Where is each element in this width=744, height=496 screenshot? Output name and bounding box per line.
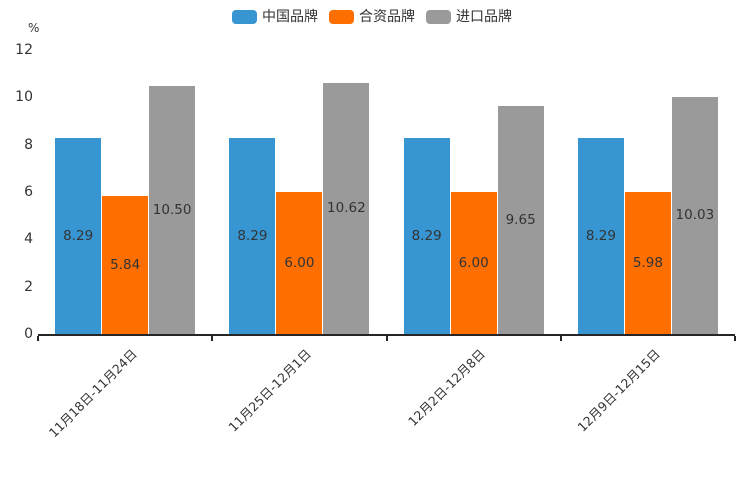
bar-value-label: 6.00 <box>458 255 489 271</box>
legend-item-series-1[interactable]: 合资品牌 <box>329 9 415 25</box>
bar-series-0-group-0 <box>55 137 102 334</box>
y-axis-tick-label: 6 <box>24 184 33 200</box>
bar-series-1-group-0 <box>102 195 149 334</box>
bar-series-0-group-2 <box>403 137 450 334</box>
legend-item-series-0[interactable]: 中国品牌 <box>232 9 318 25</box>
bar-series-0-group-1 <box>229 137 276 334</box>
x-axis-tick <box>385 336 388 341</box>
bar-series-1-group-1 <box>276 192 323 334</box>
x-axis-tick <box>211 336 214 341</box>
x-axis-category-label: 12月2日-12月8日 <box>405 346 489 430</box>
bar-series-1-group-3 <box>624 192 671 334</box>
y-axis-unit-label: % <box>28 21 40 35</box>
bar-value-label: 8.29 <box>63 227 94 244</box>
y-axis-tick-label: 0 <box>24 326 33 342</box>
bar-value-label: 6.00 <box>284 255 315 271</box>
bar-series-0-group-3 <box>577 137 624 334</box>
legend-swatch-icon <box>329 10 354 24</box>
legend-item-series-2[interactable]: 进口品牌 <box>426 9 512 25</box>
bar-value-label: 10.50 <box>152 201 192 218</box>
x-axis-category-label: 11月18日-11月24日 <box>45 346 140 441</box>
x-axis-category-label: 12月9日-12月15日 <box>574 346 663 435</box>
legend-label: 进口品牌 <box>456 9 512 25</box>
bar-value-label: 10.62 <box>327 200 366 217</box>
bar-value-label: 8.29 <box>237 227 268 244</box>
x-axis-line <box>38 334 735 336</box>
x-axis-tick <box>734 336 736 341</box>
legend: 中国品牌 合资品牌 进口品牌 <box>0 9 744 25</box>
bar-series-1-group-2 <box>450 192 497 334</box>
bar-series-2-group-0 <box>149 85 196 334</box>
y-axis-tick-label: 4 <box>24 231 33 248</box>
bar-value-label: 5.84 <box>110 256 141 273</box>
bar-value-label: 10.03 <box>675 207 715 224</box>
legend-label: 合资品牌 <box>359 9 415 25</box>
bar-value-label: 8.29 <box>411 227 442 244</box>
legend-swatch-icon <box>426 10 451 24</box>
x-axis-tick <box>37 336 39 341</box>
bar-value-label: 9.65 <box>505 211 536 228</box>
y-axis-tick-label: 10 <box>15 89 33 106</box>
x-axis-category-label: 11月25日-12月1日 <box>225 346 315 435</box>
bar-value-label: 8.29 <box>585 227 616 244</box>
legend-swatch-icon <box>232 10 257 24</box>
bar-series-2-group-2 <box>497 105 544 334</box>
y-axis-tick-label: 12 <box>15 42 33 58</box>
bar-series-2-group-3 <box>671 96 718 334</box>
bar-value-label: 5.98 <box>632 255 663 272</box>
x-axis-tick <box>559 336 562 341</box>
y-axis-tick-label: 2 <box>24 278 33 295</box>
legend-label: 中国品牌 <box>262 9 318 25</box>
bar-series-2-group-1 <box>323 82 370 334</box>
y-axis-tick-label: 8 <box>24 136 33 153</box>
